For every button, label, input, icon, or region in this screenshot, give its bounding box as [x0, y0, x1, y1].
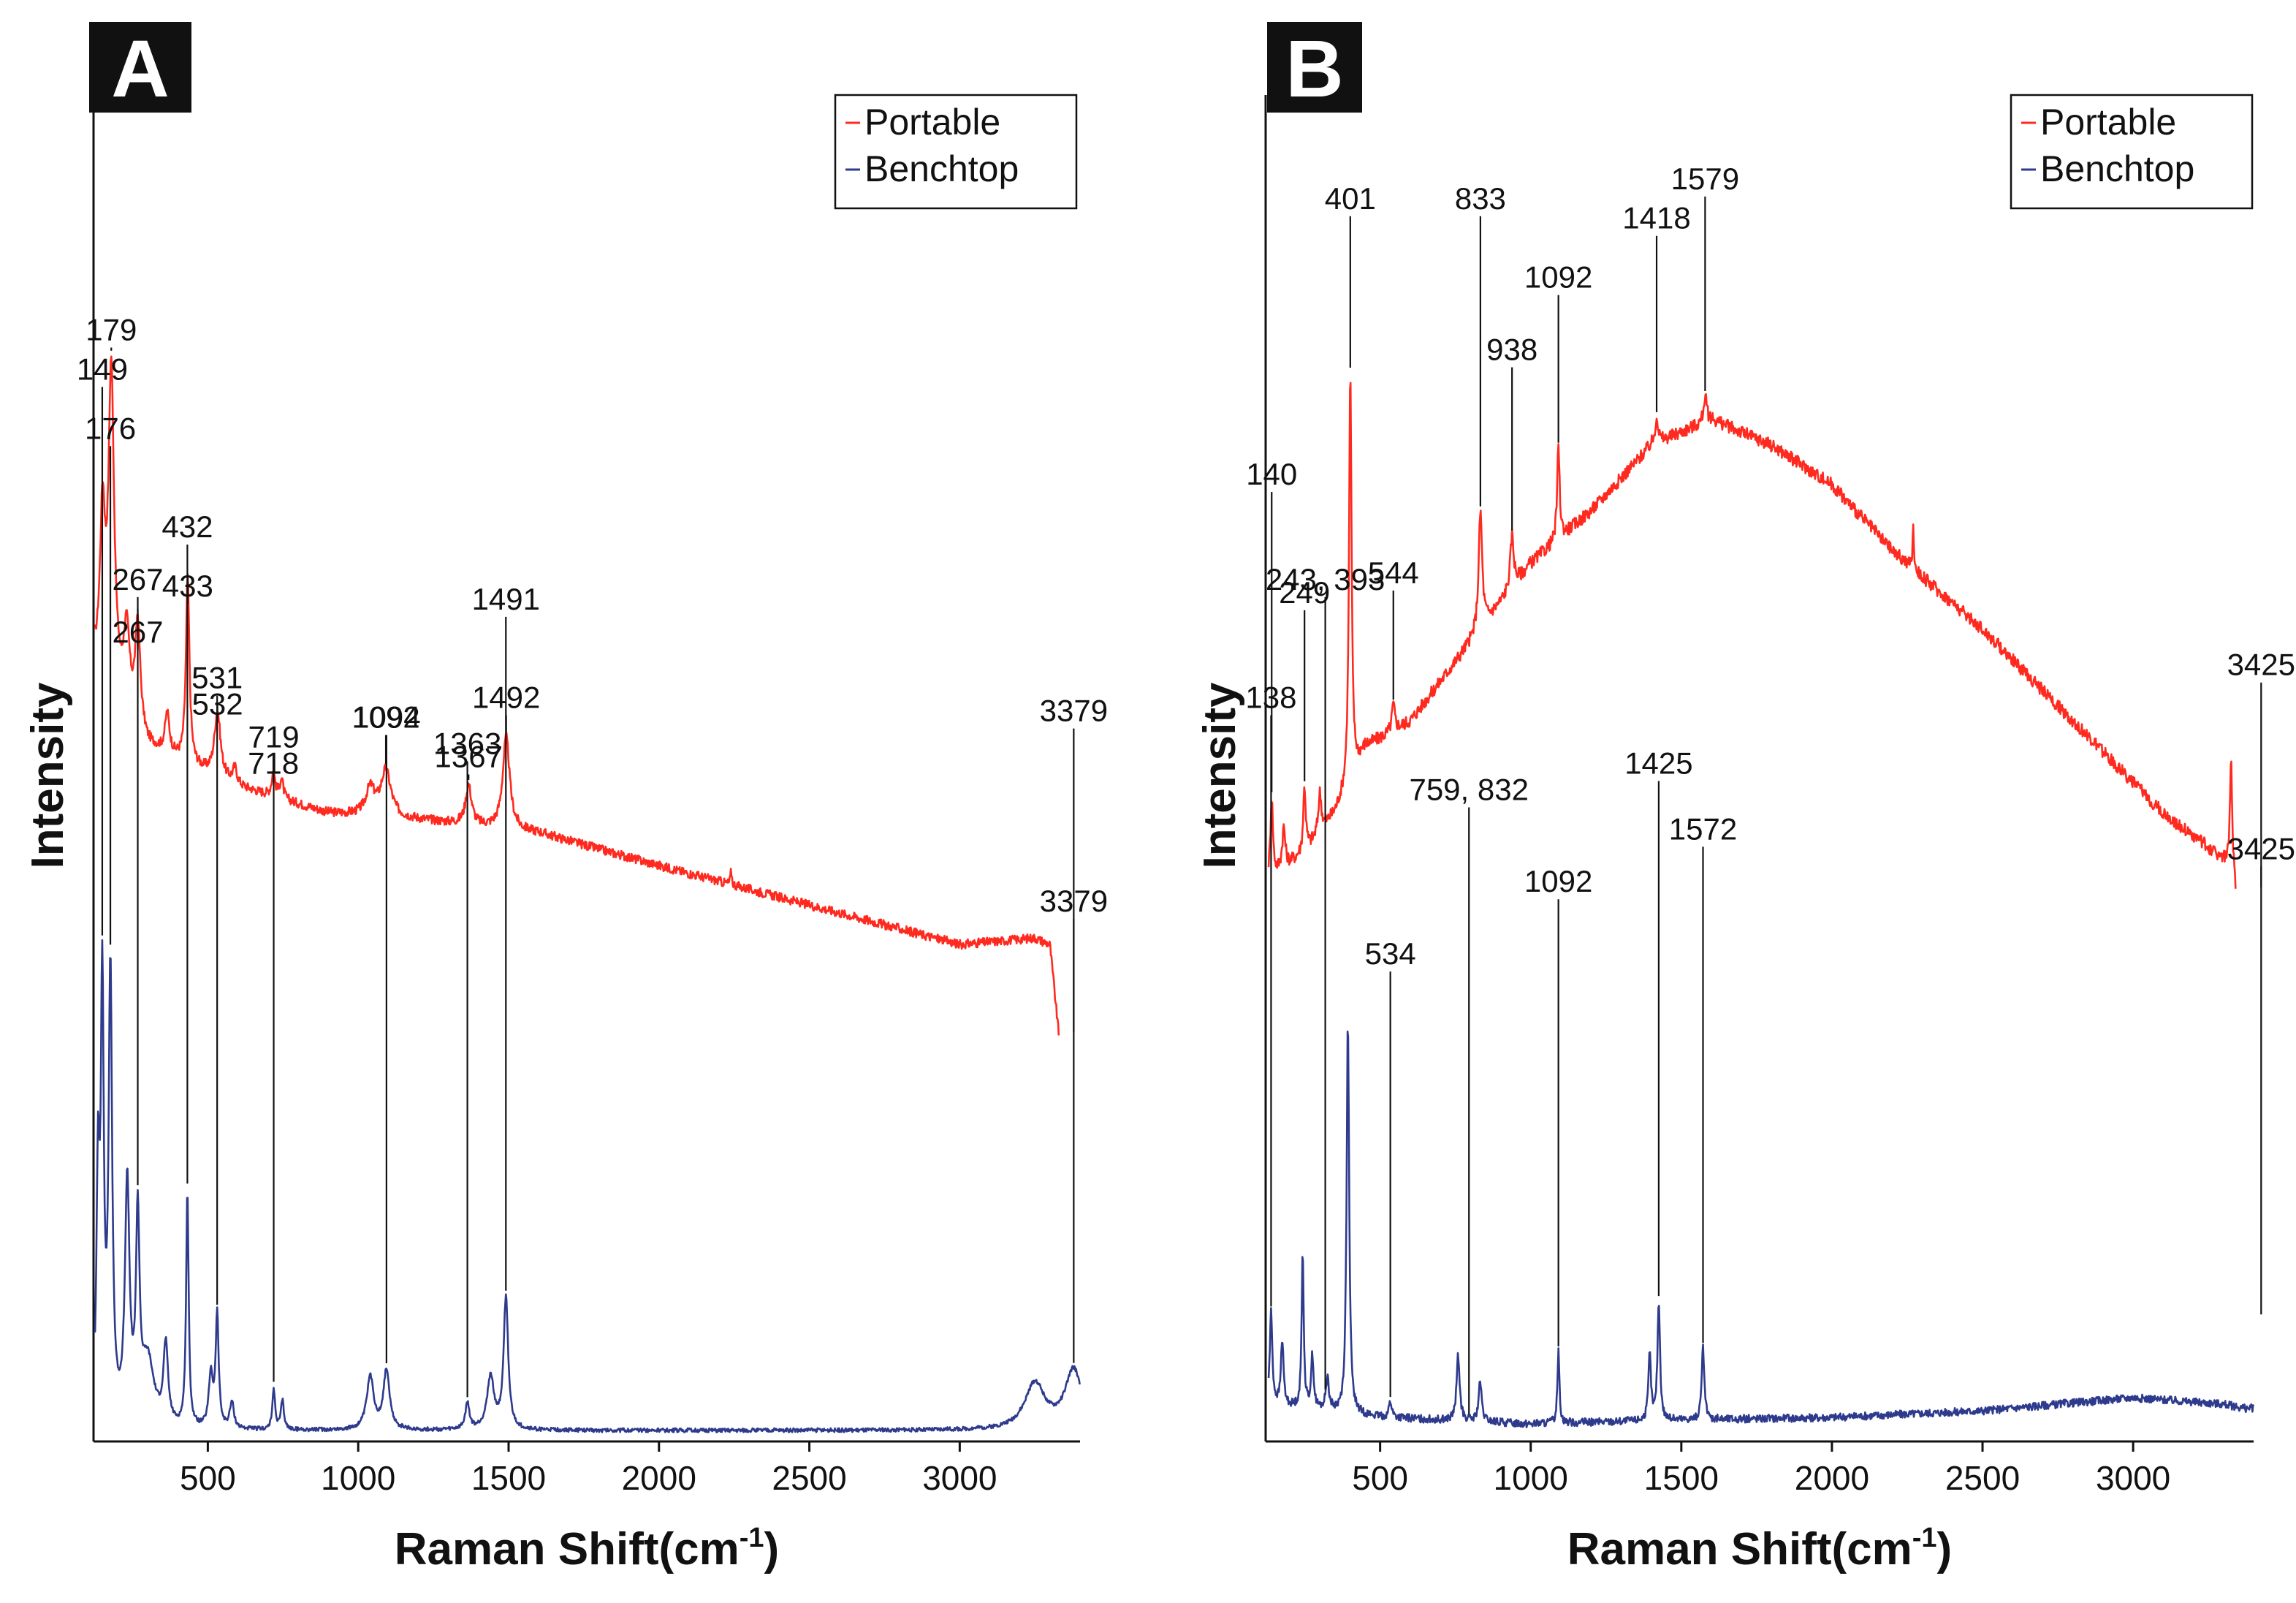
peak-label: 138 — [1245, 681, 1296, 715]
peak-label: 249 — [1279, 575, 1330, 610]
peak-label: 534 — [1365, 936, 1416, 971]
panel-letter: A — [111, 24, 169, 114]
peak-label: 401 — [1325, 181, 1376, 216]
peak-label: 432 — [161, 509, 213, 544]
peak-label: 759, 832 — [1409, 772, 1529, 806]
x-axis-title: Raman Shift(cm-1) — [1567, 1523, 1952, 1574]
x-tick-label: 1000 — [1494, 1459, 1568, 1497]
legend-label-benchtop: Benchtop — [2040, 148, 2194, 189]
peak-label: 1491 — [472, 582, 540, 616]
peak-label: 544 — [1368, 556, 1419, 590]
panel-letter-box — [89, 22, 191, 113]
x-tick-label: 1000 — [321, 1459, 395, 1497]
peak-label: 1092 — [1524, 260, 1592, 295]
peak-label: 267 — [112, 562, 163, 596]
x-tick-label: 1500 — [1644, 1459, 1719, 1497]
series-line-benchtop — [1267, 1030, 2255, 1428]
panel-letter-box — [1267, 22, 1362, 113]
peak-label: 1363 — [433, 727, 501, 761]
peak-label: 3425 — [2227, 831, 2295, 865]
peak-label: 1092 — [1524, 864, 1592, 898]
peak-label: 938 — [1486, 332, 1537, 366]
peak-label: 243, 393 — [1266, 562, 1385, 596]
legend-label-portable: Portable — [2040, 102, 2176, 143]
peak-label: 1367 — [435, 740, 503, 774]
legend-box — [2010, 94, 2254, 210]
peak-label: 149 — [77, 352, 128, 386]
x-tick-label: 2000 — [1795, 1459, 1869, 1497]
x-tick-label: 2000 — [622, 1459, 696, 1497]
panel-b: B 500 1000 1500 2000 2500 3000 Raman Shift(cm-1… — [1195, 22, 2295, 1574]
peak-label: 1092 — [351, 700, 419, 735]
x-tick-label: 3000 — [2096, 1459, 2170, 1497]
peak-label: 1094 — [352, 700, 420, 735]
peak-label: 176 — [85, 411, 136, 445]
x-tick-label: 3000 — [922, 1459, 997, 1497]
series-line-portable — [94, 355, 1060, 1036]
y-axis-title: Intensity — [23, 682, 73, 868]
x-tick-label: 500 — [180, 1459, 236, 1497]
legend-label-benchtop: Benchtop — [864, 148, 1019, 189]
x-tick-label: 2500 — [772, 1459, 846, 1497]
x-tick-label: 500 — [1352, 1459, 1408, 1497]
peak-label: 719 — [248, 720, 300, 754]
peak-label: 1425 — [1624, 746, 1692, 781]
peak-label: 1418 — [1622, 201, 1690, 235]
x-tick-label: 2500 — [1945, 1459, 2020, 1497]
x-tick-label: 1500 — [471, 1459, 546, 1497]
panel-a: A 500 1000 1500 2000 2500 3000 Raman Shift(cm-1… — [23, 22, 1108, 1574]
legend-box — [834, 94, 1078, 210]
peak-label: 531 — [191, 661, 243, 695]
y-axis-title: Intensity — [1195, 682, 1245, 868]
peak-label: 1579 — [1671, 162, 1739, 196]
x-axis-title: Raman Shift(cm-1) — [395, 1523, 779, 1574]
peak-label: 140 — [1246, 457, 1297, 491]
peak-label: 1572 — [1669, 811, 1737, 846]
panel-letter: B — [1285, 24, 1343, 114]
legend-label-portable: Portable — [864, 102, 1000, 143]
peak-label: 3379 — [1040, 694, 1108, 728]
peak-label: 179 — [85, 312, 137, 346]
peak-label: 833 — [1455, 181, 1506, 216]
series-line-benchtop — [94, 939, 1081, 1433]
series-line-portable — [1267, 382, 2237, 889]
peak-label: 3425 — [2227, 648, 2295, 682]
